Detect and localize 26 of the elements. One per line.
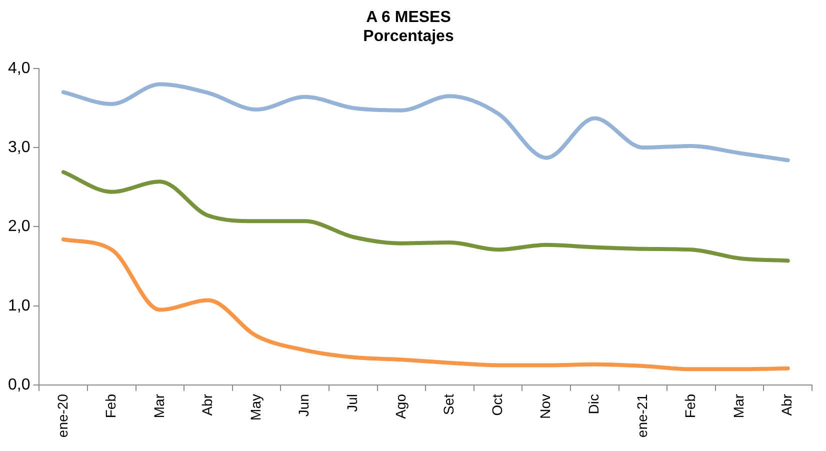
line-series bbox=[61, 170, 790, 263]
x-tick-label: Abr bbox=[778, 394, 795, 416]
x-tick-label: Dic bbox=[586, 394, 602, 414]
x-tick-label: Mar bbox=[730, 394, 746, 418]
y-tick-label: 0,0 bbox=[8, 376, 30, 394]
x-tick-label: Feb bbox=[102, 394, 119, 418]
line-series bbox=[61, 237, 790, 372]
x-tick-label: Jul bbox=[344, 394, 360, 412]
y-tick-label: 4,0 bbox=[8, 60, 30, 77]
x-tick-label: Jun bbox=[296, 394, 312, 417]
x-tick-label: Abr bbox=[199, 394, 216, 416]
x-tick-label: Set bbox=[440, 394, 457, 416]
y-tick-label: 2,0 bbox=[8, 218, 30, 236]
x-tick-label: Mar bbox=[150, 394, 167, 418]
y-tick-label: 3,0 bbox=[8, 138, 30, 156]
x-tick-label: Ago bbox=[392, 394, 408, 419]
chart-subtitle: Porcentajes bbox=[363, 28, 454, 46]
line-series bbox=[61, 82, 790, 162]
x-tick-label: May bbox=[247, 394, 264, 420]
chart-title: A 6 MESES bbox=[366, 9, 452, 26]
x-tick-label: Nov bbox=[537, 394, 554, 419]
x-tick-label: Oct bbox=[488, 394, 505, 416]
x-tick-label: ene-21 bbox=[634, 394, 650, 438]
y-tick-label: 1,0 bbox=[8, 297, 30, 314]
x-tick-label: Feb bbox=[682, 394, 698, 418]
x-tick-label: ene-20 bbox=[54, 394, 70, 438]
